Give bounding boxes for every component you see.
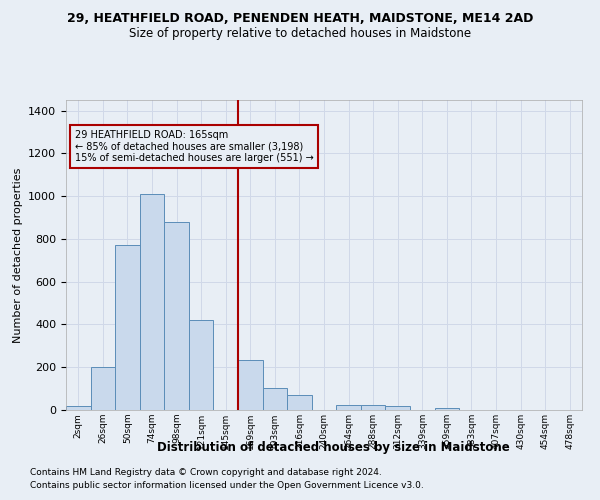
Bar: [336, 404, 361, 410]
Text: 29 HEATHFIELD ROAD: 165sqm
← 85% of detached houses are smaller (3,198)
15% of s: 29 HEATHFIELD ROAD: 165sqm ← 85% of deta…: [74, 130, 313, 163]
Text: Contains public sector information licensed under the Open Government Licence v3: Contains public sector information licen…: [30, 482, 424, 490]
Bar: [164, 222, 189, 410]
Bar: [66, 406, 91, 410]
Bar: [238, 360, 263, 410]
Bar: [91, 367, 115, 410]
Text: Contains HM Land Registry data © Crown copyright and database right 2024.: Contains HM Land Registry data © Crown c…: [30, 468, 382, 477]
Text: Distribution of detached houses by size in Maidstone: Distribution of detached houses by size …: [157, 441, 509, 454]
Y-axis label: Number of detached properties: Number of detached properties: [13, 168, 23, 342]
Bar: [434, 408, 459, 410]
Text: Size of property relative to detached houses in Maidstone: Size of property relative to detached ho…: [129, 28, 471, 40]
Bar: [140, 194, 164, 410]
Bar: [287, 396, 312, 410]
Bar: [189, 320, 214, 410]
Text: 29, HEATHFIELD ROAD, PENENDEN HEATH, MAIDSTONE, ME14 2AD: 29, HEATHFIELD ROAD, PENENDEN HEATH, MAI…: [67, 12, 533, 26]
Bar: [385, 406, 410, 410]
Bar: [115, 246, 140, 410]
Bar: [361, 404, 385, 410]
Bar: [263, 388, 287, 410]
